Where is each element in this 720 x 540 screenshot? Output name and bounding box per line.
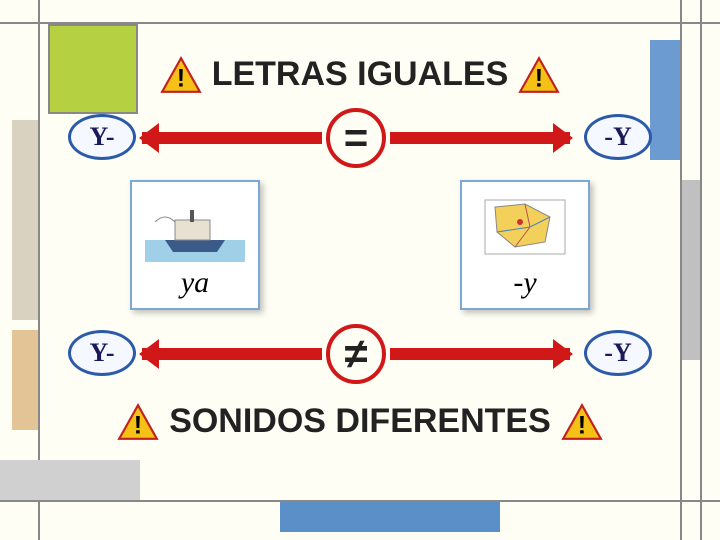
flashcard-ya: ya: [130, 180, 260, 310]
page-subtitle: SONIDOS DIFERENTES: [169, 402, 551, 441]
subtitle-row: ! SONIDOS DIFERENTES !: [60, 402, 660, 441]
warning-icon: !: [518, 56, 560, 94]
arrow-right: [390, 132, 570, 144]
arrow-right: [390, 348, 570, 360]
flashcard-label: ya: [181, 266, 209, 300]
arrow-left: [142, 348, 322, 360]
arrow-left: [142, 132, 322, 144]
deco-bar: [682, 180, 700, 360]
badge-y-suffix: -Y: [584, 330, 652, 376]
equal-row: Y- = -Y: [60, 104, 660, 174]
svg-text:!: !: [134, 411, 142, 439]
deco-line: [700, 0, 702, 540]
warning-icon: !: [117, 403, 159, 441]
not-equal-row: Y- ≠ -Y: [60, 320, 660, 390]
content-area: ! LETRAS IGUALES ! Y- = -Y ya -y Y- ≠ -Y: [60, 30, 660, 500]
boat-icon: [145, 192, 245, 262]
equals-symbol: =: [326, 108, 386, 168]
badge-y-suffix: -Y: [584, 114, 652, 160]
deco-bar: [12, 330, 38, 430]
map-icon: [475, 192, 575, 262]
warning-icon: !: [160, 56, 202, 94]
title-row: ! LETRAS IGUALES !: [60, 55, 660, 94]
deco-bar: [12, 120, 38, 320]
not-equals-symbol: ≠: [326, 324, 386, 384]
warning-icon: !: [561, 403, 603, 441]
svg-text:!: !: [578, 411, 586, 439]
deco-blue-bar: [280, 502, 500, 532]
deco-line: [38, 0, 40, 540]
svg-text:!: !: [177, 64, 185, 92]
svg-text:!: !: [535, 64, 543, 92]
flashcard-label: -y: [513, 266, 536, 300]
page-title: LETRAS IGUALES: [212, 55, 509, 94]
flashcard-y: -y: [460, 180, 590, 310]
cards-row: ya -y: [60, 180, 660, 310]
